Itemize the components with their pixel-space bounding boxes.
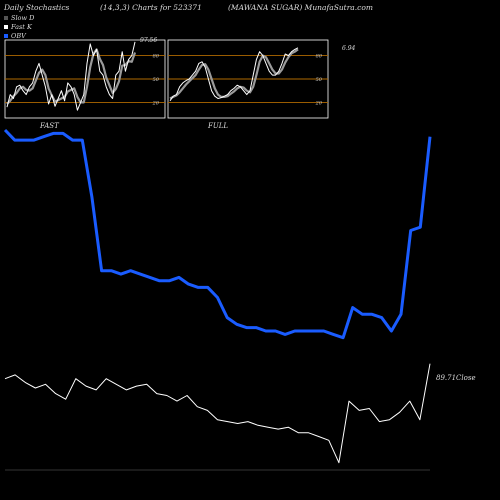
legend-item-slow-d: Slow D (4, 14, 34, 22)
legend-swatch (4, 34, 8, 38)
legend-label: OBV (11, 32, 26, 40)
legend-swatch (4, 16, 8, 20)
full-level-label: 80 (316, 54, 323, 60)
full-level-label: 50 (316, 77, 323, 83)
chart-subtitle: (14,3,3) Charts for 523371 (100, 3, 202, 12)
legend-item-fast-k: Fast K (4, 23, 32, 31)
fast-level-label: 50 (153, 77, 160, 83)
obv-line (3, 128, 432, 340)
full-panel-title: FULL (207, 122, 228, 130)
full-fast-k-line (169, 47, 299, 102)
legend-label: Slow D (11, 14, 35, 22)
full-slow-d-line (169, 48, 299, 100)
legend-item-obv: OBV (4, 32, 26, 40)
fast-level-label: 80 (153, 54, 160, 60)
legend-label: Fast K (11, 23, 32, 31)
fast-panel-title: FAST (39, 122, 60, 130)
full-level-label: 20 (315, 100, 323, 106)
fast-level-label: 20 (152, 100, 160, 106)
close-label: 89.71Close (436, 374, 476, 382)
fast-value-label: 97.56 (140, 37, 157, 44)
legend-swatch (4, 25, 8, 29)
full-value-label: 6.94 (342, 45, 356, 52)
close-price-line (4, 363, 431, 464)
chart-source: (MAWANA SUGAR) MunafaSutra.com (228, 3, 373, 12)
chart-title: Daily Stochastics (4, 3, 70, 12)
fast-fast-k-line (6, 41, 136, 111)
